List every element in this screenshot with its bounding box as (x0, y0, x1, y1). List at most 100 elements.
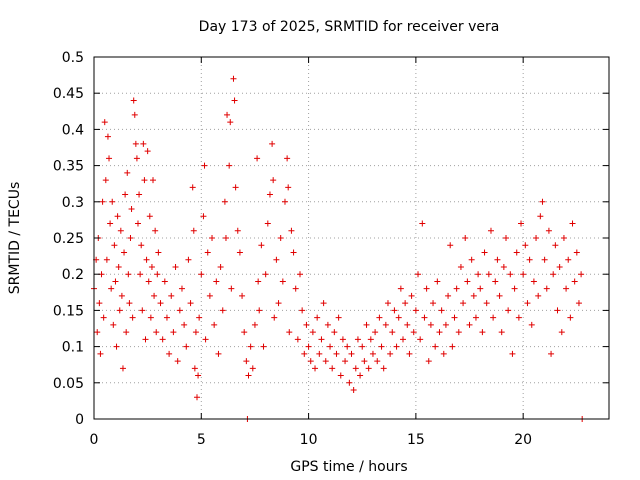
data-point (578, 271, 585, 278)
data-point (455, 329, 462, 336)
data-point (513, 249, 520, 256)
data-point (189, 184, 196, 191)
data-point (151, 292, 158, 299)
data-point (545, 227, 552, 234)
data-point (127, 235, 134, 241)
axis-ticks (93, 56, 609, 420)
data-point (563, 285, 570, 292)
data-point (204, 249, 211, 256)
data-point (241, 329, 248, 336)
data-point (211, 321, 218, 328)
data-point (324, 321, 331, 328)
data-point (134, 220, 141, 227)
data-point (299, 307, 306, 314)
data-point (487, 227, 494, 234)
data-point (344, 343, 351, 350)
data-point (266, 191, 273, 198)
data-point (466, 321, 473, 328)
data-point (342, 358, 349, 365)
data-point (99, 198, 106, 205)
data-point (254, 155, 261, 162)
data-point (273, 256, 280, 263)
data-point (236, 249, 243, 256)
data-point (155, 249, 162, 256)
data-point (445, 292, 452, 299)
data-point (132, 140, 139, 147)
data-point (112, 278, 119, 285)
data-point (427, 321, 434, 328)
data-point (292, 285, 299, 292)
data-point (410, 329, 417, 336)
data-point (472, 314, 479, 321)
y-tick-label: 0.35 (53, 159, 84, 175)
data-point (539, 198, 546, 205)
data-point (227, 119, 234, 126)
data-point (530, 278, 537, 285)
y-axis-label: SRMTID / TECUs (7, 182, 23, 295)
data-point (109, 198, 116, 205)
data-point (106, 155, 113, 162)
data-point (492, 278, 499, 285)
data-point (558, 329, 565, 336)
data-point (543, 285, 550, 292)
data-point (297, 271, 303, 278)
data-point (256, 307, 263, 314)
y-tick-label: 0.1 (62, 340, 84, 356)
y-tick-label: 0.3 (62, 195, 84, 211)
data-point (432, 343, 439, 350)
data-point (141, 177, 148, 184)
data-point (571, 278, 578, 285)
data-point (350, 387, 357, 394)
data-point (122, 191, 129, 198)
data-point (131, 111, 138, 118)
data-point (554, 307, 561, 314)
data-point (395, 314, 402, 321)
data-point (318, 336, 325, 343)
data-point (354, 336, 361, 343)
x-axis-label: GPS time / hours (290, 459, 407, 475)
data-point (154, 271, 161, 278)
y-tick-label: 0.15 (53, 303, 84, 319)
data-point (505, 307, 512, 314)
data-point (335, 314, 342, 321)
data-point (121, 249, 128, 256)
data-point (417, 336, 424, 343)
data-point (520, 271, 527, 278)
data-point (102, 177, 109, 184)
data-point (198, 271, 205, 278)
data-point (163, 314, 170, 321)
data-point (363, 321, 370, 328)
data-point (312, 365, 319, 372)
data-point (378, 343, 385, 350)
data-point (275, 300, 282, 307)
data-point (460, 300, 467, 307)
data-point (213, 278, 220, 285)
data-point (380, 365, 387, 372)
data-point (152, 227, 159, 234)
x-tick-label: 5 (197, 432, 206, 448)
data-point (470, 292, 477, 299)
data-point (222, 235, 229, 241)
data-point (430, 300, 437, 307)
data-point (260, 343, 267, 350)
data-point (569, 220, 576, 227)
data-point (537, 213, 544, 220)
data-point (116, 307, 123, 314)
data-point (548, 350, 555, 357)
data-point (103, 256, 110, 263)
data-point (475, 271, 482, 278)
data-point (307, 358, 314, 365)
data-point (284, 155, 291, 162)
data-point (161, 278, 168, 285)
data-point (219, 307, 226, 314)
data-point (129, 314, 136, 321)
data-point (194, 394, 200, 401)
data-point (133, 155, 140, 162)
data-point (138, 242, 145, 249)
data-point (500, 263, 507, 270)
data-point (174, 358, 181, 365)
data-point (245, 372, 252, 379)
data-point (148, 263, 155, 270)
data-point (143, 256, 150, 263)
data-point (104, 133, 111, 140)
